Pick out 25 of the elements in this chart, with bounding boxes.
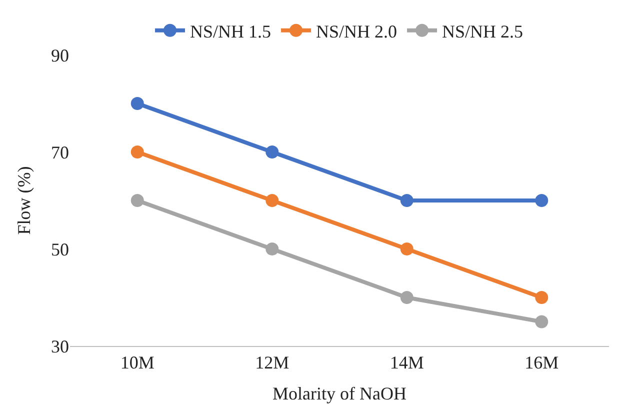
x-tick-label: 14M [390,352,424,373]
point [535,194,548,207]
point [535,315,548,328]
x-tick-label: 12M [255,352,290,373]
point [266,146,279,158]
point [266,194,279,207]
y-axis-title: Flow (%) [14,166,34,235]
point [130,97,144,110]
legend-label: NS/NH 1.5 [190,21,272,42]
y-tick-label: 90 [51,45,69,66]
point [130,194,144,207]
x-tick-label: 10M [120,352,154,373]
point [130,146,144,158]
point [400,242,414,256]
y-tick-label: 70 [51,142,69,162]
point [535,291,548,304]
x-axis-title: Molarity of NaOH [272,384,406,404]
legend-label: NS/NH 2.0 [316,21,398,42]
legend-label: NS/NH 2.5 [442,21,524,42]
x-tick-label: 16M [524,352,559,373]
y-tick-label: 30 [51,336,69,356]
point [400,291,414,304]
y-tick-label: 50 [51,239,69,260]
point [400,194,414,207]
point [266,242,279,256]
